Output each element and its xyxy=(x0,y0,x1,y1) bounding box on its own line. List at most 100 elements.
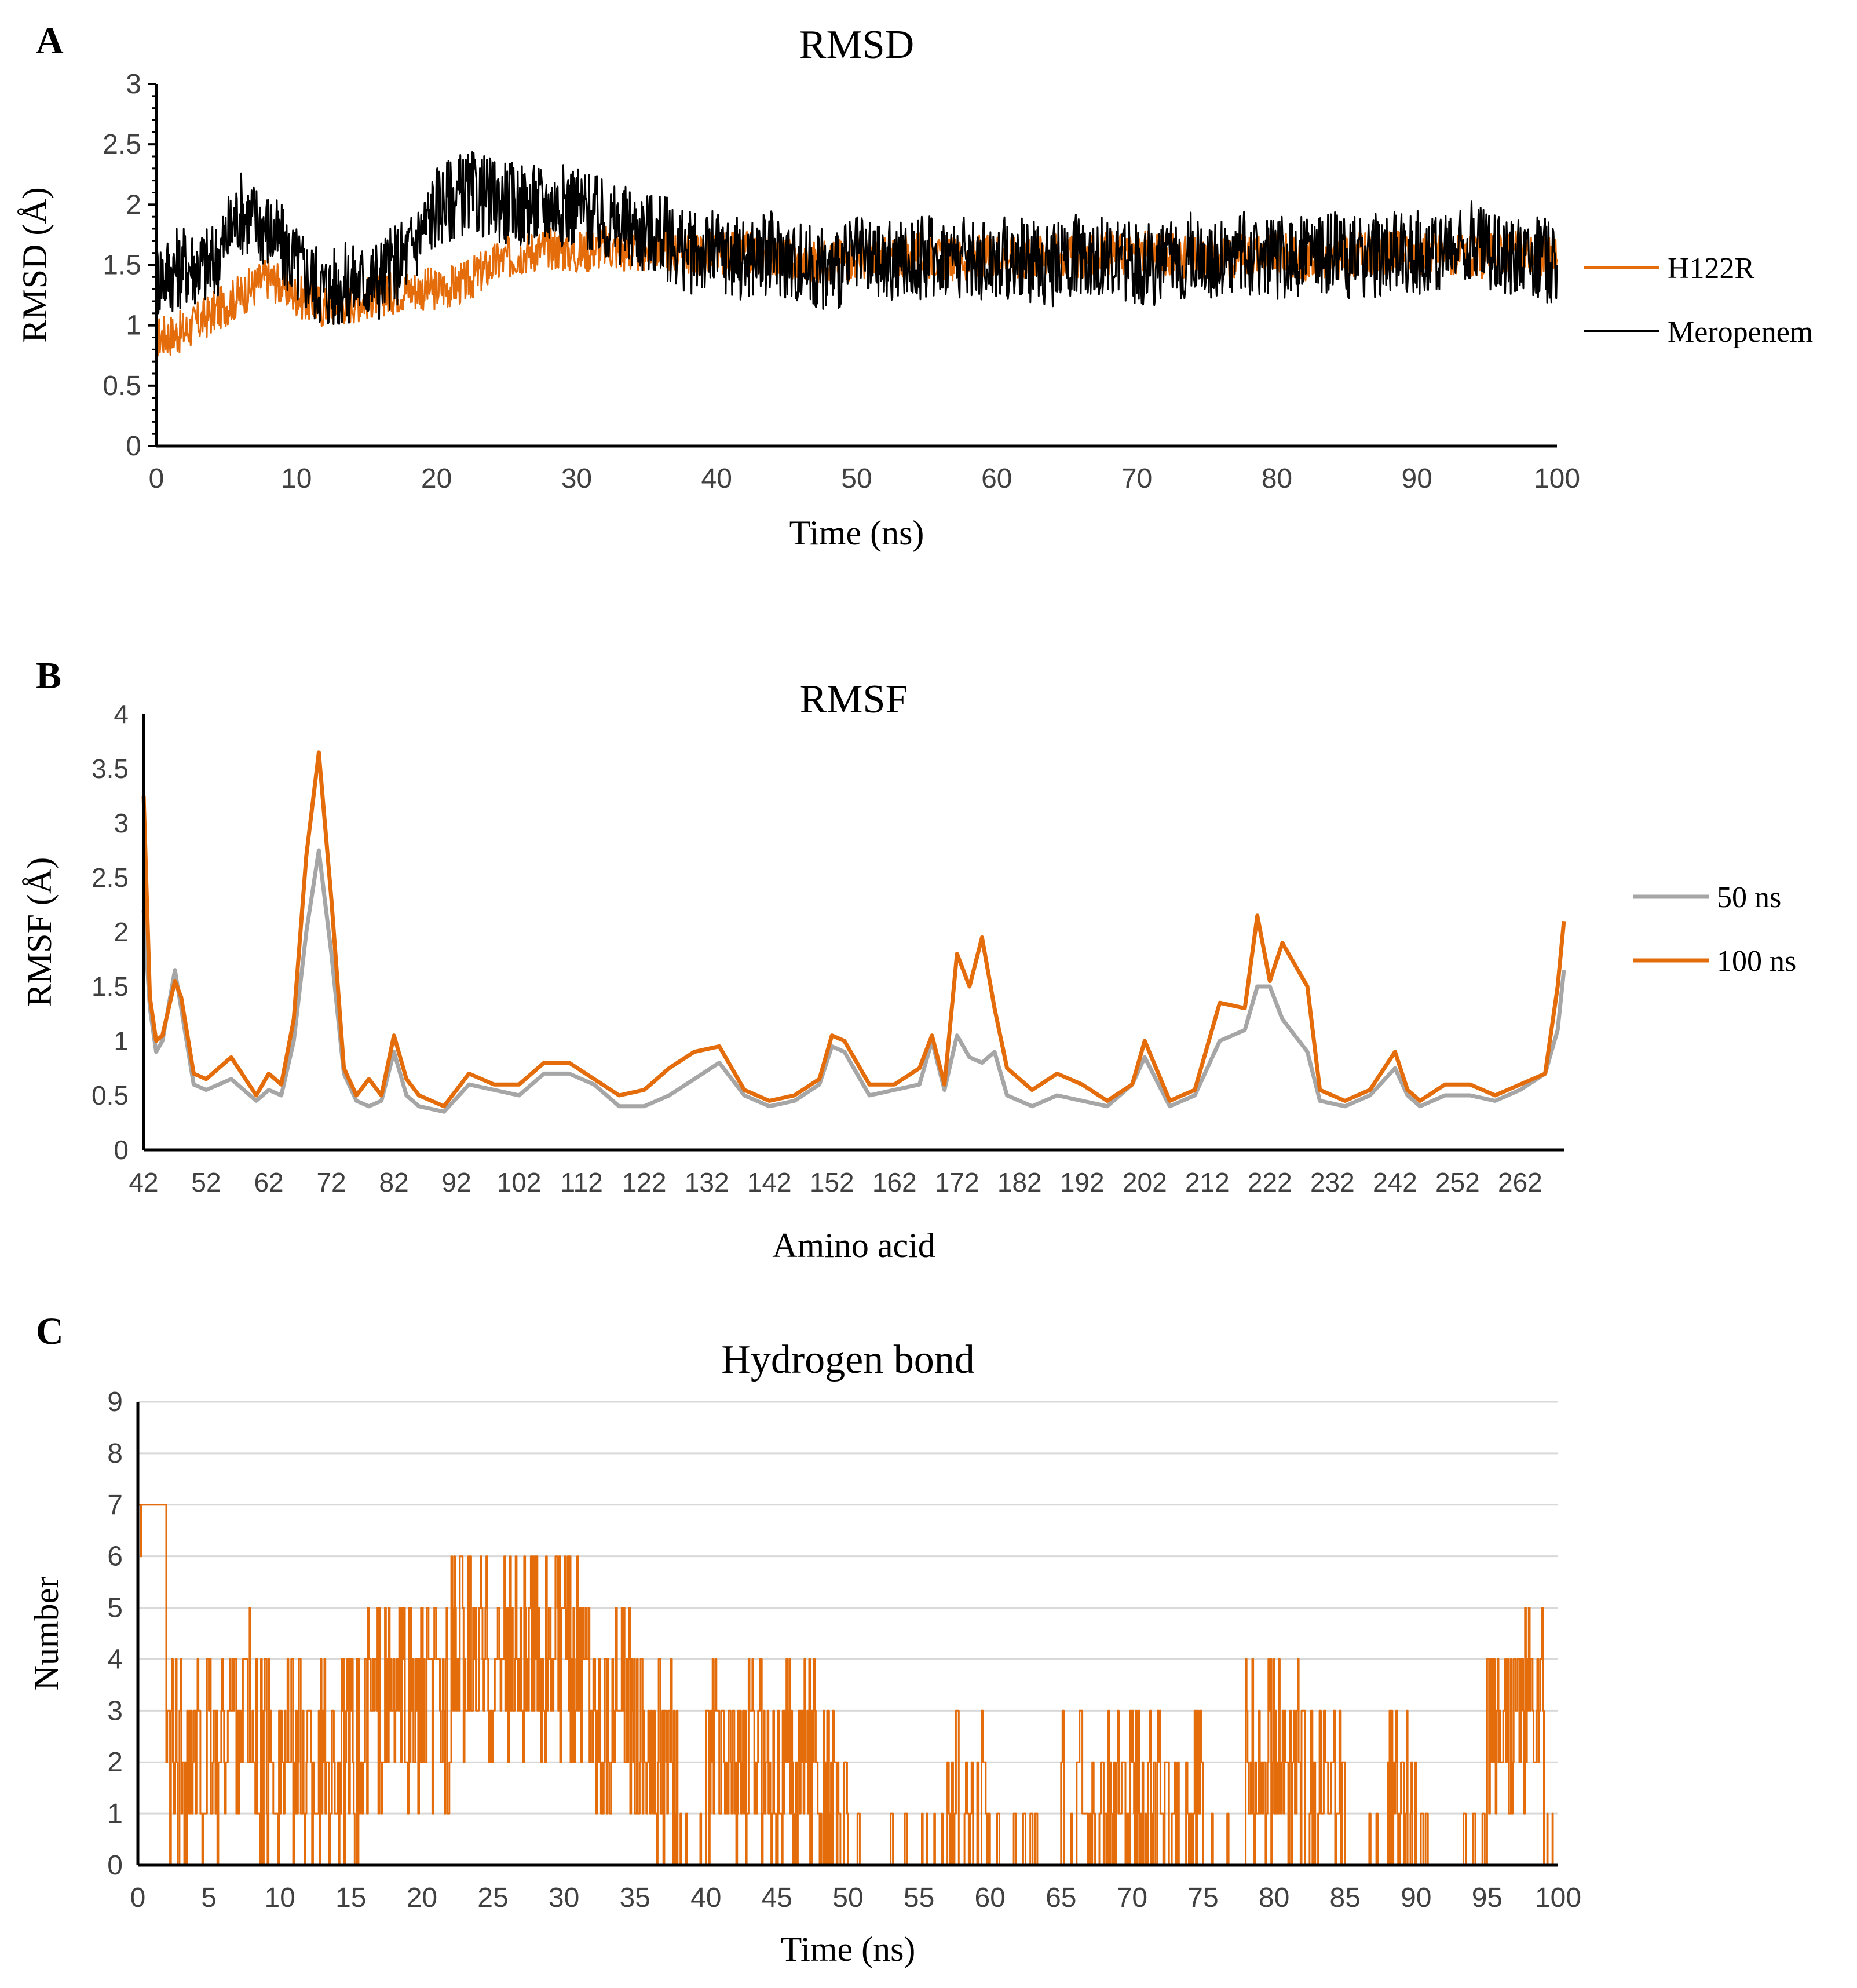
y-tick-label: 1.5 xyxy=(92,971,129,1002)
x-tick-label: 80 xyxy=(1259,1883,1289,1913)
chart-title: RMSF xyxy=(800,677,908,722)
x-tick-label: 100 xyxy=(1534,463,1580,494)
y-tick-label: 1 xyxy=(107,1799,123,1829)
y-tick-label: 1 xyxy=(114,1026,129,1056)
y-axis-title: RMSF (Å) xyxy=(20,857,59,1007)
x-tick-label: 122 xyxy=(622,1167,667,1197)
x-tick-label: 262 xyxy=(1498,1167,1542,1197)
x-tick-label: 45 xyxy=(762,1883,792,1913)
x-tick-label: 142 xyxy=(747,1167,792,1197)
legend-label: H122R xyxy=(1668,252,1755,285)
x-tick-label: 50 xyxy=(832,1883,863,1913)
legend-label: Meropenem xyxy=(1668,316,1813,349)
x-tick-label: 52 xyxy=(191,1167,221,1197)
x-tick-label: 82 xyxy=(379,1167,408,1197)
x-tick-label: 5 xyxy=(201,1883,217,1913)
x-tick-label: 172 xyxy=(935,1167,979,1197)
y-tick-label: 3.5 xyxy=(92,754,129,784)
x-tick-label: 85 xyxy=(1330,1883,1361,1913)
x-tick-label: 70 xyxy=(1117,1883,1147,1913)
y-tick-label: 3 xyxy=(114,808,129,838)
y-tick-label: 0 xyxy=(114,1135,129,1165)
y-tick-label: 3 xyxy=(107,1695,123,1726)
x-tick-label: 252 xyxy=(1435,1167,1480,1197)
x-tick-label: 10 xyxy=(265,1883,295,1913)
x-tick-label: 65 xyxy=(1046,1883,1076,1913)
x-axis-title: Time (ns) xyxy=(781,1930,916,1968)
x-tick-label: 100 xyxy=(1535,1883,1581,1913)
y-tick-label: 1.5 xyxy=(103,250,141,281)
y-axis-title: RMSD (Å) xyxy=(16,187,54,342)
x-tick-label: 20 xyxy=(407,1883,437,1913)
x-tick-label: 242 xyxy=(1373,1167,1417,1197)
panel-label-a: A xyxy=(36,20,64,62)
chart-title: Hydrogen bond xyxy=(721,1337,974,1382)
x-tick-label: 35 xyxy=(620,1883,650,1913)
x-tick-label: 162 xyxy=(872,1167,917,1197)
x-tick-label: 75 xyxy=(1187,1883,1218,1913)
x-axis-title: Time (ns) xyxy=(789,514,924,552)
x-tick-label: 80 xyxy=(1262,463,1292,494)
x-tick-label: 40 xyxy=(690,1883,721,1913)
y-tick-label: 2 xyxy=(107,1747,123,1778)
y-tick-label: 7 xyxy=(107,1490,123,1521)
y-tick-label: 6 xyxy=(107,1541,123,1572)
y-tick-label: 2 xyxy=(114,917,129,947)
x-tick-label: 10 xyxy=(281,463,312,494)
x-tick-label: 0 xyxy=(149,463,165,494)
x-tick-label: 15 xyxy=(335,1883,366,1913)
y-tick-label: 0.5 xyxy=(92,1080,129,1110)
x-tick-label: 72 xyxy=(316,1167,346,1197)
x-tick-label: 0 xyxy=(130,1883,146,1913)
y-tick-label: 0 xyxy=(126,431,141,462)
x-tick-label: 30 xyxy=(549,1883,579,1913)
x-tick-label: 60 xyxy=(975,1883,1006,1913)
x-tick-label: 90 xyxy=(1402,463,1432,494)
x-tick-label: 232 xyxy=(1310,1167,1355,1197)
x-tick-label: 62 xyxy=(254,1167,283,1197)
x-tick-label: 95 xyxy=(1472,1883,1503,1913)
x-tick-label: 40 xyxy=(701,463,732,494)
series-line-50-ns xyxy=(141,848,1566,1114)
y-axis-title: Number xyxy=(27,1577,65,1691)
x-tick-label: 212 xyxy=(1185,1167,1230,1197)
y-tick-label: 3 xyxy=(126,69,141,100)
x-tick-label: 60 xyxy=(981,463,1012,494)
y-tick-label: 2.5 xyxy=(92,863,129,893)
x-tick-label: 132 xyxy=(685,1167,729,1197)
series-line-100-ns xyxy=(141,750,1566,1109)
x-axis-title: Amino acid xyxy=(772,1226,935,1265)
y-tick-label: 8 xyxy=(107,1438,123,1469)
y-tick-label: 5 xyxy=(107,1593,123,1624)
y-tick-label: 0.5 xyxy=(103,371,141,401)
y-tick-label: 9 xyxy=(107,1387,123,1417)
x-tick-label: 25 xyxy=(477,1883,508,1913)
x-tick-label: 92 xyxy=(442,1167,471,1197)
panel-label-c: C xyxy=(36,1310,64,1353)
x-tick-label: 30 xyxy=(561,463,592,494)
x-tick-label: 70 xyxy=(1121,463,1152,494)
x-tick-label: 222 xyxy=(1248,1167,1292,1197)
x-tick-label: 20 xyxy=(421,463,452,494)
legend-label: 50 ns xyxy=(1717,881,1781,914)
series-line-meropenem xyxy=(155,151,1558,325)
y-tick-label: 2 xyxy=(126,189,141,220)
x-tick-label: 202 xyxy=(1123,1167,1167,1197)
x-tick-label: 42 xyxy=(129,1167,158,1197)
chart-title: RMSD xyxy=(799,23,914,67)
y-tick-label: 4 xyxy=(107,1644,123,1675)
x-tick-label: 152 xyxy=(810,1167,854,1197)
panel-label-b: B xyxy=(36,655,61,697)
series-line-hbond xyxy=(138,1504,1559,1866)
x-tick-label: 90 xyxy=(1401,1883,1431,1913)
x-tick-label: 182 xyxy=(997,1167,1042,1197)
legend-label: 100 ns xyxy=(1717,945,1796,978)
rmsf-chart: RMSF 0 0.5 1 1.5 2 2.5 3 3.5 4 42 52 62 72 82 92 102 112 1… xyxy=(20,677,1796,1265)
y-tick-label: 2.5 xyxy=(103,129,141,160)
y-tick-label: 1 xyxy=(126,310,141,341)
x-tick-label: 55 xyxy=(904,1883,934,1913)
y-tick-label: 4 xyxy=(114,699,129,729)
